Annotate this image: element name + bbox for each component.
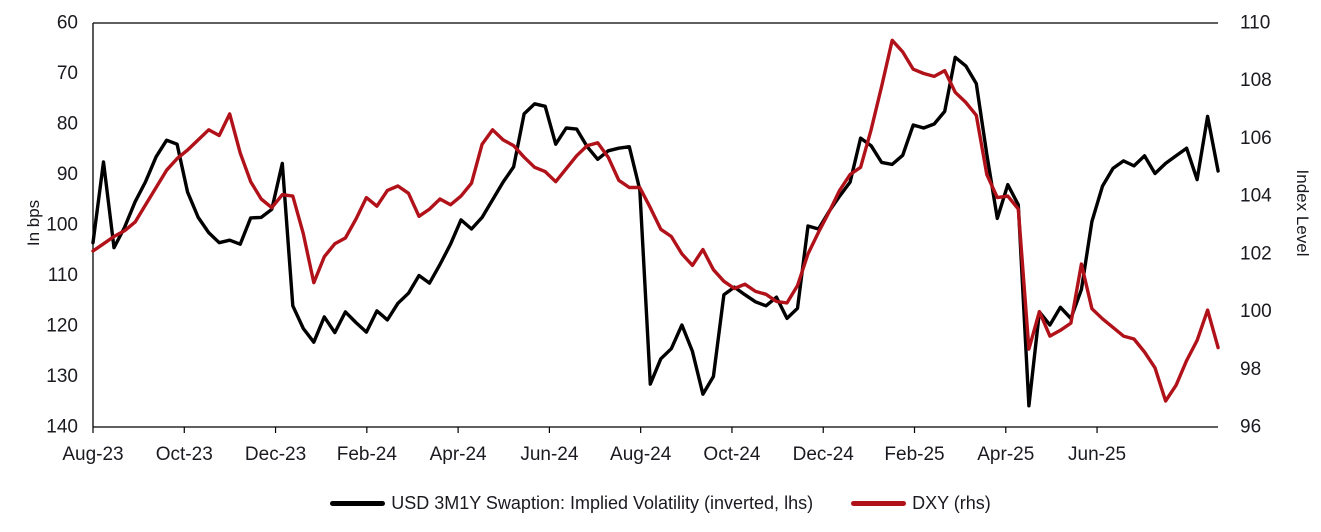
right-axis-title: Index Level (1293, 169, 1312, 257)
left-axis-tick-label: 70 (57, 63, 78, 84)
legend-label-dxy: DXY (rhs) (912, 492, 991, 513)
right-axis-tick-label: 106 (1240, 128, 1272, 149)
x-axis-tick-label: Jun-25 (1068, 444, 1126, 465)
x-axis-tick-label: Feb-24 (337, 444, 398, 465)
legend-label-swaption-vol: USD 3M1Y Swaption: Implied Volatility (i… (391, 492, 814, 513)
x-axis-tick-label: Apr-25 (977, 444, 1034, 465)
x-axis-tick-label: Feb-25 (884, 444, 944, 465)
x-axis-tick-label: Aug-24 (610, 444, 672, 465)
left-axis-tick-label: 90 (57, 164, 78, 185)
legend-item-dxy: DXY (rhs) (851, 493, 991, 514)
left-axis-title: In bps (24, 199, 43, 247)
x-axis-tick-label: Dec-24 (793, 444, 855, 465)
left-axis-tick-label: 60 (57, 13, 78, 34)
left-axis-tick-label: 130 (46, 366, 78, 387)
series-line-swaption-vol (91, 55, 1220, 408)
x-axis-tick-label: Aug-23 (62, 444, 123, 465)
right-axis-tick-label: 100 (1240, 301, 1272, 322)
legend-swatch-red-line (851, 500, 907, 506)
x-axis-tick-label: Oct-24 (703, 444, 760, 465)
left-axis-tick-label: 120 (46, 316, 78, 337)
series-line-dxy (91, 38, 1220, 403)
right-axis-tick-label: 104 (1240, 186, 1272, 207)
x-axis-tick-label: Apr-24 (430, 444, 487, 465)
x-axis-tick-label: Dec-23 (245, 444, 306, 465)
x-axis-tick-label: Jun-24 (520, 444, 579, 465)
left-axis-tick-label: 100 (46, 215, 78, 236)
legend-swatch-black-line (330, 500, 386, 506)
right-axis-tick-label: 102 (1240, 243, 1272, 264)
right-axis-tick-label: 110 (1240, 13, 1270, 34)
chart-legend: USD 3M1Y Swaption: Implied Volatility (i… (0, 488, 1321, 518)
legend-item-swaption-vol: USD 3M1Y Swaption: Implied Volatility (i… (330, 493, 813, 514)
right-axis-tick-label: 98 (1240, 359, 1261, 380)
left-axis-tick-label: 140 (46, 417, 78, 438)
right-axis-tick-label: 108 (1240, 70, 1272, 91)
left-axis-tick-label: 80 (57, 114, 78, 135)
left-axis-tick-label: 110 (48, 265, 78, 286)
right-axis-tick-label: 96 (1240, 417, 1261, 438)
x-axis-tick-label: Oct-23 (156, 444, 213, 465)
